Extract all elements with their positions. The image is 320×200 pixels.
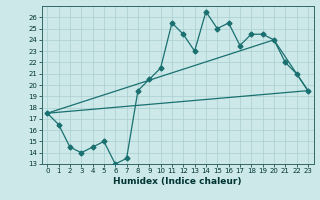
X-axis label: Humidex (Indice chaleur): Humidex (Indice chaleur) <box>113 177 242 186</box>
